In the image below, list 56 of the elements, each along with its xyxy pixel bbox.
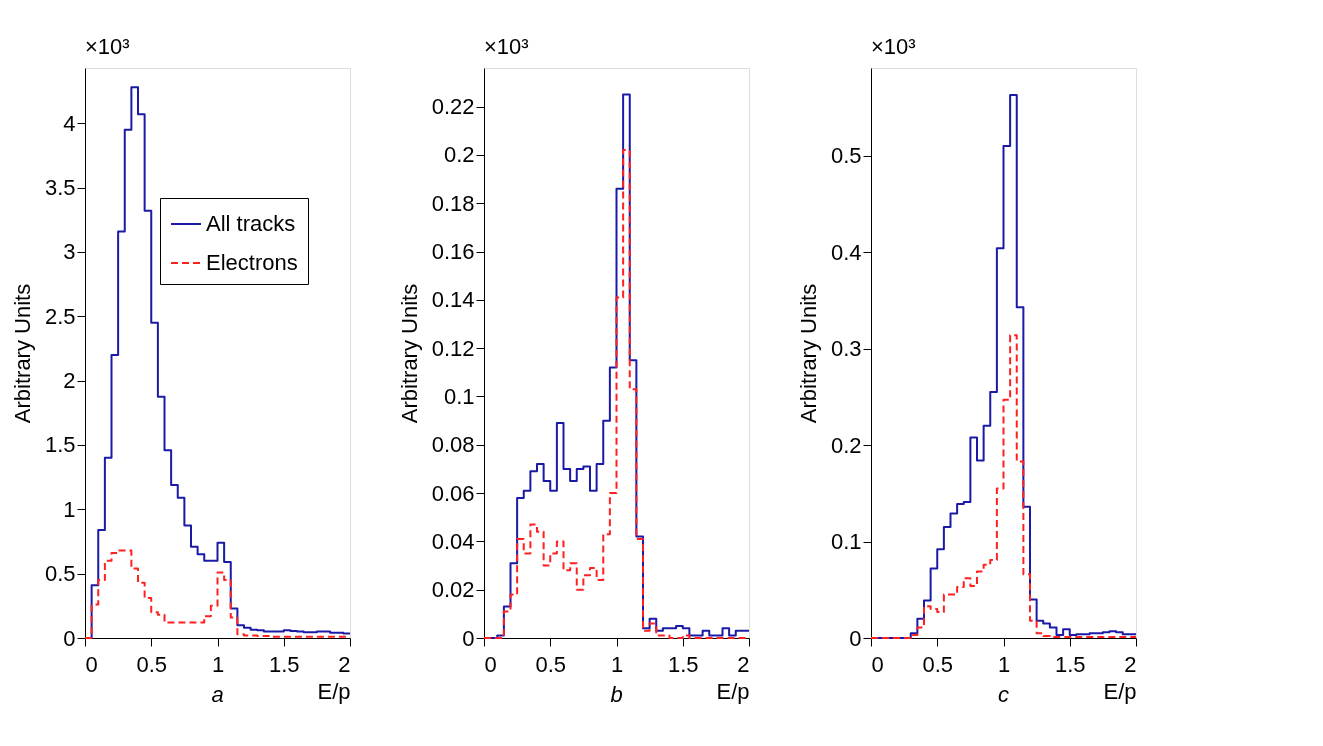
y-axis-title: Arbitrary Units <box>9 283 35 424</box>
y-tick-label: 0 <box>849 625 862 651</box>
x-tick-label: 0.5 <box>136 651 168 677</box>
y-tick-label: 1 <box>63 496 76 522</box>
y-tick-label: 0.06 <box>431 480 475 506</box>
x-tick-label: 1 <box>211 651 225 677</box>
y-tick-label: 4 <box>63 110 76 136</box>
x-tick-label: 1.5 <box>268 651 300 677</box>
text: b <box>610 682 623 707</box>
text: c <box>998 682 1009 707</box>
y-tick-label: 0.12 <box>431 335 475 361</box>
x-tick-label: 0.5 <box>922 651 954 677</box>
y-tick-label: 1.5 <box>44 432 76 458</box>
x-axis-title: E/p <box>1103 678 1137 704</box>
y-tick-label: 0.3 <box>830 336 862 362</box>
x-tick-label: 1.5 <box>667 651 699 677</box>
text: ×10³ <box>484 34 529 59</box>
y-tick-label: 2.5 <box>44 303 76 329</box>
x-tick-label: 0 <box>85 651 98 677</box>
y-tick-label: 0.2 <box>830 432 862 458</box>
y-tick-label: 0 <box>462 625 475 651</box>
text: ×10³ <box>871 34 916 59</box>
x-tick-label: 1.5 <box>1054 651 1086 677</box>
text: a <box>211 682 224 707</box>
x-tick-label: 2 <box>737 651 750 677</box>
y-tick-label: 0.5 <box>44 561 76 587</box>
x-tick-label: 0 <box>484 651 497 677</box>
y-tick-label: 0 <box>63 625 76 651</box>
x-axis-title: E/p <box>716 678 750 704</box>
x-tick-label: 2 <box>1124 651 1137 677</box>
y-tick-label: 0.14 <box>431 287 475 313</box>
y-tick-label: 3.5 <box>44 175 76 201</box>
x-tick-label: 1 <box>610 651 624 677</box>
x-tick-label: 0 <box>871 651 884 677</box>
y-tick-label: 0.02 <box>431 577 475 603</box>
y-tick-label: 0.04 <box>431 528 475 554</box>
y-axis-title: Arbitrary Units <box>396 283 422 424</box>
y-tick-label: 0.5 <box>830 143 862 169</box>
y-tick-label: 0.16 <box>431 239 475 265</box>
y-tick-label: 0.22 <box>431 94 475 120</box>
x-axis-title: E/p <box>317 678 351 704</box>
legend-label: Electrons <box>206 250 298 275</box>
x-tick-label: 0.5 <box>535 651 567 677</box>
x-tick-label: 1 <box>997 651 1011 677</box>
text: ×10³ <box>85 34 130 59</box>
y-tick-label: 0.1 <box>443 383 475 409</box>
y-tick-label: 0.1 <box>830 529 862 555</box>
legend-label: All tracks <box>206 211 296 236</box>
y-tick-label: 0.18 <box>431 190 475 216</box>
y-axis-title: Arbitrary Units <box>795 283 821 424</box>
y-tick-label: 0.08 <box>431 432 475 458</box>
y-tick-label: 0.2 <box>443 142 475 168</box>
y-tick-label: 2 <box>63 368 76 394</box>
y-tick-label: 3 <box>63 239 76 265</box>
y-tick-label: 0.4 <box>830 239 862 265</box>
x-tick-label: 2 <box>338 651 351 677</box>
